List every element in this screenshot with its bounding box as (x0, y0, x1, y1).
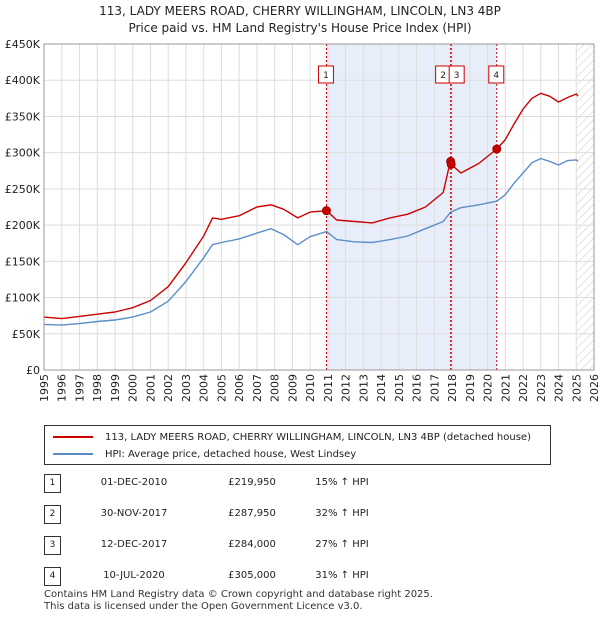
y-tick-label: £0 (26, 364, 40, 377)
transaction-hpi-change: 15% ↑ HPI (315, 477, 369, 488)
transaction-hpi-change: 32% ↑ HPI (315, 508, 369, 519)
x-tick-label: 2014 (375, 374, 388, 402)
marker-label: 3 (454, 71, 460, 81)
legend-label-hpi: HPI: Average price, detached house, West… (105, 448, 357, 460)
chart-legend: 113, LADY MEERS ROAD, CHERRY WILLINGHAM,… (44, 425, 551, 465)
transaction-price: £219,950 (228, 477, 276, 488)
sale-point (446, 159, 456, 169)
transaction-price: £305,000 (228, 570, 276, 581)
marker-box-4: 4 (488, 65, 505, 84)
marker-box-3: 3 (448, 65, 465, 84)
x-tick-label: 1996 (56, 374, 69, 402)
marker-box-2: 2 (435, 65, 452, 84)
y-tick-label: £400K (5, 74, 41, 87)
chart-title: 113, LADY MEERS ROAD, CHERRY WILLINGHAM,… (99, 4, 501, 18)
y-tick-label: £350K (5, 110, 41, 123)
transaction-date: 01-DEC-2010 (100, 477, 168, 488)
legend-swatch-property (53, 436, 93, 438)
x-tick-label: 2005 (215, 374, 228, 402)
transaction-number: 4 (44, 567, 61, 586)
x-tick-label: 2015 (393, 374, 406, 402)
table-row: 2 30-NOV-2017 £287,950 32% ↑ HPI (44, 505, 444, 525)
x-tick-label: 2024 (553, 374, 566, 402)
x-tick-label: 2011 (322, 374, 335, 402)
x-tick-label: 2025 (570, 374, 583, 402)
price-chart: 1 2 3 4 £0 £50K £100K £150K £200K £250K £300K £350K… (5, 38, 600, 402)
legend-label-property: 113, LADY MEERS ROAD, CHERRY WILLINGHAM,… (105, 431, 531, 443)
transaction-date: 10-JUL-2020 (103, 570, 165, 581)
sale-point (492, 144, 502, 154)
transaction-hpi-change: 31% ↑ HPI (315, 570, 369, 581)
x-tick-label: 2020 (482, 374, 495, 402)
x-tick-label: 2009 (286, 374, 299, 402)
y-tick-label: £200K (5, 219, 41, 232)
property-price-line (43, 92, 579, 320)
y-tick-label: £50K (12, 328, 41, 341)
x-tick-label: 2022 (517, 374, 530, 402)
marker-label: 2 (440, 71, 446, 81)
marker-box-rect (488, 65, 505, 84)
x-tick-label: 2019 (464, 374, 477, 402)
x-tick-label: 2007 (251, 374, 264, 402)
x-tick-label: 2012 (340, 374, 353, 402)
plot-area (44, 44, 594, 370)
legend-swatch-hpi (53, 453, 93, 455)
x-tick-label: 2006 (233, 374, 246, 402)
x-tick-label: 1999 (109, 374, 122, 402)
x-tick-label: 2021 (499, 374, 512, 402)
x-tick-label: 2018 (446, 374, 459, 402)
x-tick-label: 2002 (162, 374, 175, 402)
marker-box-1: 1 (317, 65, 334, 84)
x-tick-label: 2004 (198, 374, 211, 402)
x-tick-label: 2026 (588, 374, 600, 402)
footer-line-2: This data is licensed under the Open Gov… (44, 601, 363, 612)
plot-border (43, 43, 595, 371)
transaction-price: £284,000 (228, 539, 276, 550)
x-tick-label: 2003 (180, 374, 193, 402)
x-tick-label: 2023 (535, 374, 548, 402)
transaction-date: 30-NOV-2017 (100, 508, 168, 519)
y-tick-label: £300K (5, 147, 41, 160)
table-row: 1 01-DEC-2010 £219,950 15% ↑ HPI (44, 474, 444, 494)
x-tick-label: 2013 (357, 374, 370, 402)
transaction-price: £287,950 (228, 508, 276, 519)
x-tick-label: 2001 (144, 374, 157, 402)
y-tick-label: £450K (5, 38, 41, 51)
x-tick-label: 2010 (304, 374, 317, 402)
footer-attribution: Contains HM Land Registry data © Crown c… (44, 589, 433, 613)
marker-box-rect (448, 65, 465, 84)
x-tick-label: 2000 (127, 374, 140, 402)
legend-item-hpi: HPI: Average price, detached house, West… (53, 446, 356, 462)
x-tick-label: 1997 (73, 374, 86, 402)
transaction-number: 1 (44, 474, 61, 493)
shaded-period (451, 44, 497, 370)
marker-label: 4 (493, 71, 499, 81)
x-tick-label: 1998 (91, 374, 104, 402)
x-tick-label: 2008 (269, 374, 282, 402)
chart-subtitle: Price paid vs. HM Land Registry's House … (128, 21, 472, 35)
y-tick-label: £250K (5, 183, 41, 196)
footer-line-1: Contains HM Land Registry data © Crown c… (44, 589, 433, 600)
legend-item-property: 113, LADY MEERS ROAD, CHERRY WILLINGHAM,… (53, 429, 531, 445)
marker-label: 1 (323, 71, 329, 81)
transaction-number: 2 (44, 505, 61, 524)
sale-point (321, 206, 331, 216)
x-tick-label: 2017 (428, 374, 441, 402)
forecast-region (576, 44, 594, 370)
transaction-number: 3 (44, 536, 61, 555)
transaction-date: 12-DEC-2017 (100, 539, 168, 550)
shaded-period (326, 44, 451, 370)
hpi-line (43, 157, 579, 326)
transaction-hpi-change: 27% ↑ HPI (315, 539, 369, 550)
y-tick-label: £150K (5, 255, 41, 268)
table-row: 3 12-DEC-2017 £284,000 27% ↑ HPI (44, 536, 444, 556)
marker-box-rect (317, 65, 334, 84)
y-tick-label: £100K (5, 292, 41, 305)
table-row: 4 10-JUL-2020 £305,000 31% ↑ HPI (44, 567, 444, 587)
x-tick-label: 2016 (411, 374, 424, 402)
x-tick-label: 1995 (38, 374, 51, 402)
